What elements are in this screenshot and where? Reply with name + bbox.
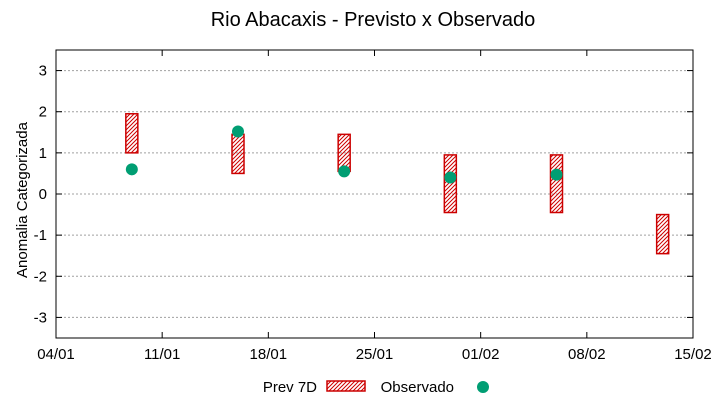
x-tick-label: 11/01 [144,346,180,363]
prev-7d-box [549,154,564,214]
y-tick-labels: 3 2 1 0 -1 -2 -3 [34,63,47,327]
y-axis-label: Anomalia Categorizada [14,121,31,278]
observado-point [338,165,351,178]
x-tick-label: 25/01 [356,346,394,363]
y-tick-label: -2 [34,268,47,285]
axis-ticks [56,50,693,338]
x-tick-label: 18/01 [250,346,288,363]
prev-7d-box [443,154,458,214]
legend-label-observado: Observado [381,379,454,396]
observado-point [125,163,138,176]
observado-point [550,168,563,181]
y-tick-label: 0 [39,186,47,203]
observado-series [125,125,563,184]
legend: Prev 7D Observado [263,379,489,396]
x-tick-label: 15/02 [674,346,712,363]
prev-7d-box [125,113,139,154]
chart-title: Rio Abacaxis - Previsto x Observado [211,9,536,31]
x-tick-label: 04/01 [37,346,75,363]
legend-swatch-prev-7d [326,380,366,392]
y-tick-label: -1 [34,227,47,244]
observado-point [232,125,244,138]
observado-point [444,171,457,184]
x-tick-label: 08/02 [568,346,606,363]
y-tick-label: 2 [39,104,47,121]
y-tick-label: 3 [39,63,47,80]
legend-marker-observado [477,381,489,393]
legend-label-prev-7d: Prev 7D [263,379,317,396]
prev-7d-series [125,113,670,255]
y-tick-label: -3 [34,309,47,326]
prev-7d-box [655,213,670,255]
gridlines [56,70,693,318]
x-tick-labels: 04/01 11/01 18/01 25/01 01/02 08/02 15/02 [37,346,712,363]
prev-7d-box [231,133,245,175]
x-tick-label: 01/02 [462,346,500,363]
y-tick-label: 1 [39,145,47,162]
